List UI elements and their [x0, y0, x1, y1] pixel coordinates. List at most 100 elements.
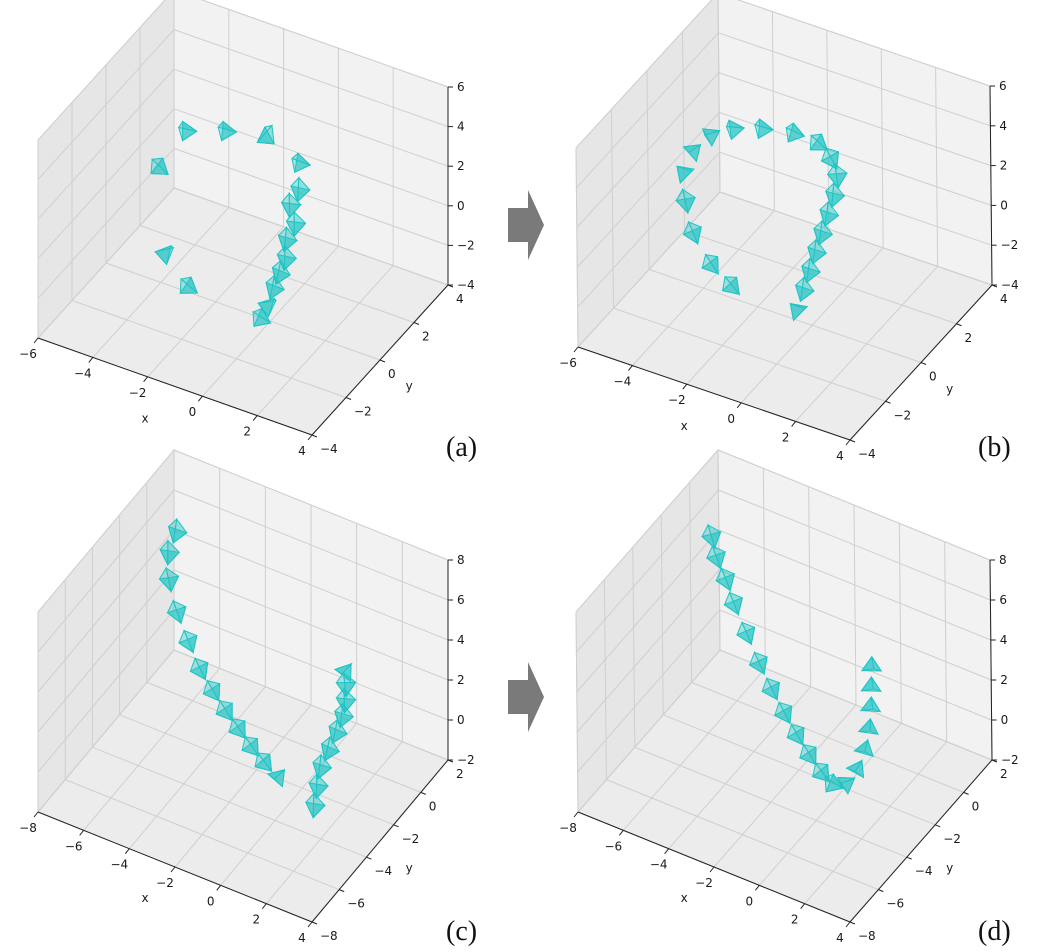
camera-pyramid: [256, 124, 276, 145]
x-tick-label: −2: [695, 876, 713, 890]
y-tick-label: 2: [456, 767, 464, 781]
y-axis-label: y: [406, 861, 413, 875]
z-tick-label: 0: [1001, 713, 1009, 727]
x-axis-label: x: [681, 891, 688, 905]
camera-pyramid: [735, 621, 756, 646]
camera-pyramid: [177, 120, 198, 142]
camera-pyramid: [705, 544, 726, 570]
z-tick-label: −4: [1001, 278, 1019, 292]
camera-pyramid: [166, 599, 187, 625]
z-tick-label: −2: [457, 753, 475, 767]
y-tick-label: −2: [894, 408, 912, 422]
y-tick-label: −8: [320, 929, 338, 943]
camera-pyramid: [266, 768, 286, 788]
x-axis-line: [577, 346, 851, 441]
z-tick-label: 8: [999, 553, 1007, 567]
camera-pyramid: [290, 176, 311, 203]
z-tick-label: −2: [1001, 753, 1019, 767]
camera-pyramid: [701, 523, 722, 550]
camera-pyramid: [277, 226, 299, 253]
camera-pyramid: [276, 244, 298, 272]
camera-pyramid: [786, 723, 805, 747]
camera-pyramid: [824, 773, 845, 793]
x-tick-label: 2: [791, 913, 799, 927]
camera-pyramid: [254, 751, 273, 773]
camera-pyramid: [748, 651, 768, 676]
camera-pyramid: [241, 735, 260, 758]
z-tick-label: 6: [457, 80, 465, 94]
y-tick-label: 4: [1000, 292, 1008, 306]
camera-pyramid: [801, 257, 822, 284]
x-axis-label: x: [142, 891, 149, 905]
z-tick-label: 2: [457, 673, 465, 687]
z-tick-label: 2: [1000, 159, 1008, 173]
x-tick-label: −2: [668, 393, 686, 407]
camera-pyramid: [715, 567, 736, 593]
x-tick-label: −2: [156, 876, 174, 890]
camera-pyramid: [215, 699, 234, 723]
z-tick-label: 2: [1000, 673, 1008, 687]
y-tick-label: 2: [422, 330, 430, 344]
camera-pyramid: [265, 274, 286, 301]
camera-pyramid: [280, 191, 302, 219]
right-arrow-icon: [508, 662, 544, 732]
x-tick-label: −4: [614, 375, 632, 389]
x-tick-label: −6: [604, 839, 622, 853]
x-tick-label: 4: [836, 931, 844, 945]
x-axis-label: x: [681, 419, 688, 433]
camera-pyramid: [721, 275, 741, 296]
z-tick-label: 4: [1000, 633, 1008, 647]
x-tick-label: −6: [19, 347, 37, 361]
y-tick-label: −2: [354, 405, 372, 419]
camera-pyramid: [334, 702, 355, 729]
y-axis-line: [849, 759, 993, 923]
camera-pyramid: [150, 157, 170, 175]
camera-pyramid: [676, 165, 695, 185]
z-tick-label: 0: [457, 713, 465, 727]
camera-pyramid: [167, 517, 188, 545]
camera-pyramid: [754, 118, 775, 140]
grid-lines: [575, 449, 993, 923]
z-tick-label: 6: [999, 593, 1007, 607]
z-tick-label: −2: [457, 238, 475, 252]
camera-pyramid: [291, 152, 312, 174]
camera-pyramid: [177, 629, 198, 654]
camera-pyramid: [257, 297, 277, 318]
camera-pyramid: [819, 200, 840, 228]
x-tick-label: 4: [298, 444, 306, 458]
x-axis-line: [37, 337, 313, 436]
z-axis-line: [989, 85, 993, 286]
y-tick-label: −4: [320, 442, 338, 456]
camera-pyramid: [789, 302, 809, 322]
y-tick-label: −4: [858, 447, 876, 461]
camera-pyramid: [675, 188, 696, 215]
x-tick-label: −6: [65, 839, 83, 853]
camera-pyramid: [159, 539, 181, 567]
camera-pyramid: [860, 675, 882, 693]
camera-pyramid: [305, 792, 326, 819]
x-tick-label: −4: [650, 858, 668, 872]
camera-pyramid: [308, 772, 330, 800]
camera-pyramid: [859, 695, 882, 713]
camera-pyramid: [158, 566, 180, 594]
camera-pyramid: [328, 718, 348, 745]
z-tick-label: 4: [999, 119, 1007, 133]
panel-label-d: (d): [978, 916, 1011, 947]
x-tick-label: 0: [207, 894, 215, 908]
y-tick-label: −6: [347, 897, 365, 911]
y-tick-label: 2: [1000, 767, 1008, 781]
panel-label-a: (a): [446, 432, 477, 463]
y-tick-label: −2: [943, 832, 961, 846]
z-tick-label: 4: [457, 120, 465, 134]
y-tick-label: −8: [858, 929, 876, 943]
z-tick-label: 4: [457, 633, 465, 647]
camera-pyramid: [826, 162, 848, 190]
camera-pyramid: [723, 591, 744, 617]
z-tick-label: 0: [457, 199, 465, 213]
panel-label-c: (c): [446, 916, 477, 947]
camera-pyramid: [179, 276, 199, 294]
x-tick-label: 0: [746, 894, 754, 908]
x-tick-label: −8: [559, 821, 577, 835]
x-tick-label: −4: [74, 366, 92, 380]
